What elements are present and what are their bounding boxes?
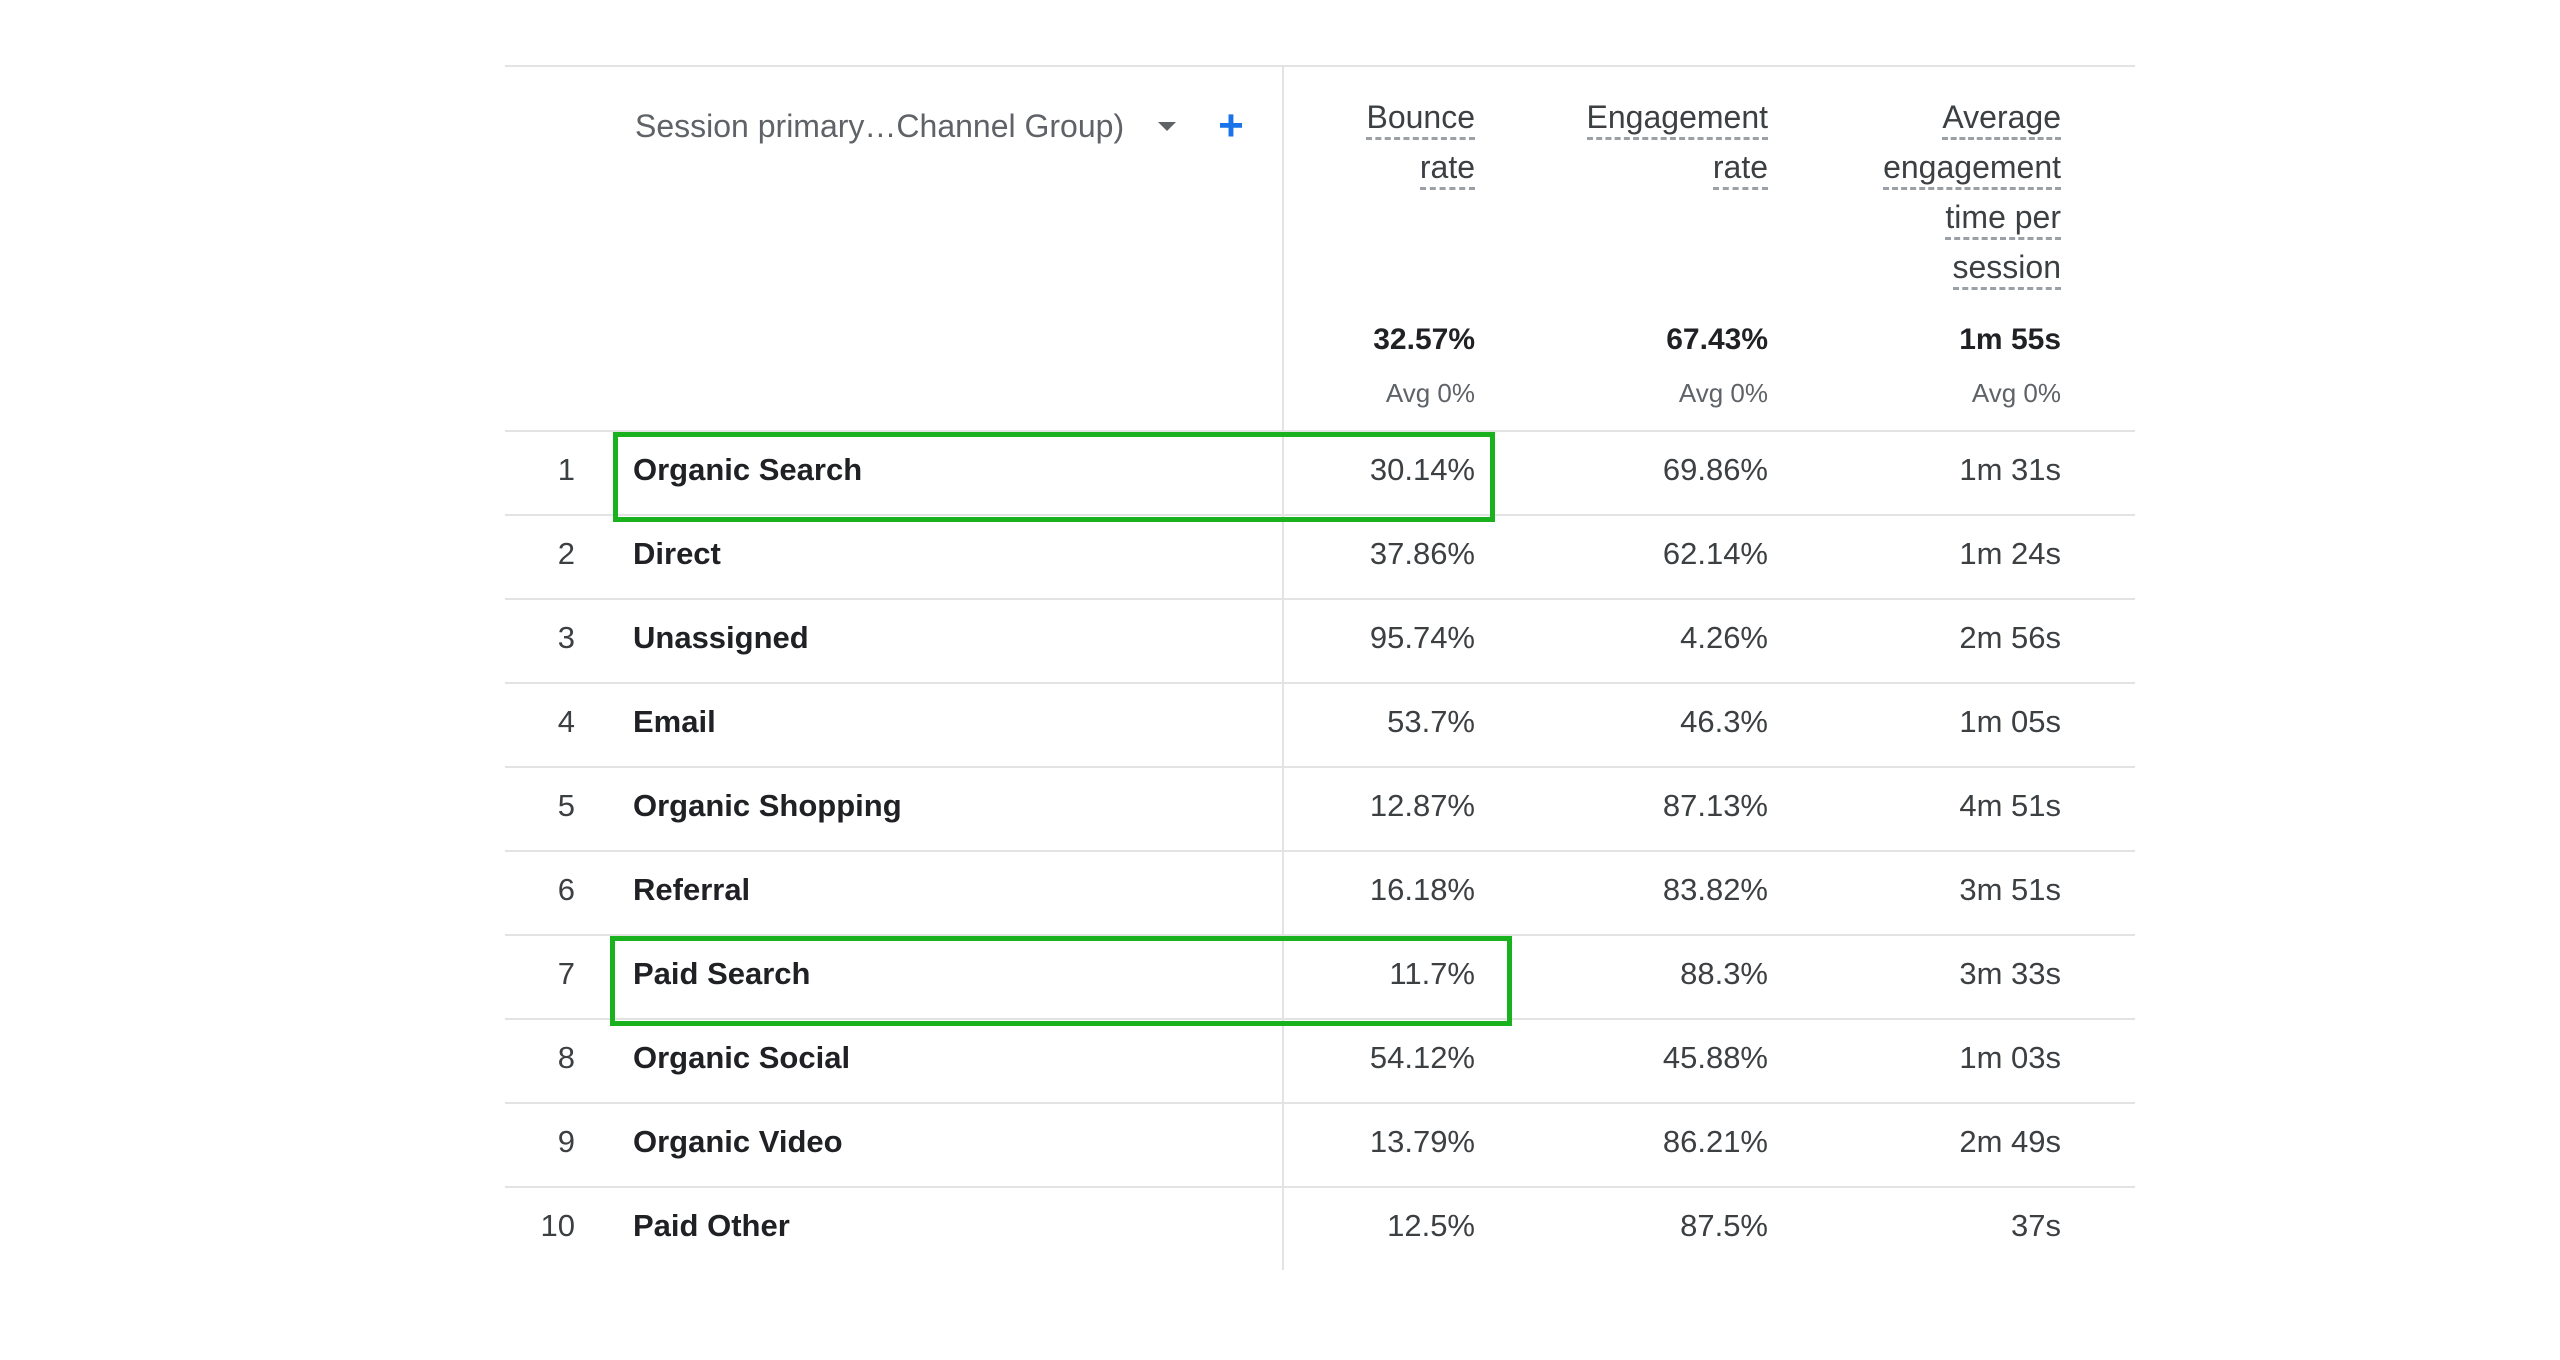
avg-time-cell: 37s	[2011, 1208, 2061, 1243]
avg-time-cell: 3m 33s	[1959, 956, 2061, 991]
avg-time-cell: 2m 56s	[1959, 620, 2061, 655]
bounce-rate-cell: 12.87%	[1369, 788, 1475, 823]
channel-name[interactable]: Organic Social	[633, 1040, 851, 1075]
row-index: 3	[557, 620, 575, 655]
engagement-rate-cell: 69.86%	[1662, 452, 1768, 487]
header-word: session	[1952, 247, 2061, 290]
header-word: Average	[1942, 97, 2061, 140]
row-index: 7	[557, 956, 575, 991]
channel-name[interactable]: Paid Other	[633, 1208, 790, 1243]
header-word: rate	[1712, 147, 1768, 190]
header-word: rate	[1419, 147, 1475, 190]
table-row[interactable]: 7 Paid Search 11.7% 88.3% 3m 33s	[505, 934, 2135, 1018]
bounce-rate-cell: 13.79%	[1369, 1124, 1475, 1159]
table-row[interactable]: 2 Direct 37.86% 62.14% 1m 24s	[505, 514, 2135, 598]
avg-engagement-time-header[interactable]: Average engagement time per session	[1761, 95, 2061, 295]
bounce-rate-cell: 53.7%	[1387, 704, 1475, 739]
engagement-rate-cell: 4.26%	[1680, 620, 1768, 655]
column-divider	[1282, 65, 1284, 1270]
bounce-rate-cell: 11.7%	[1389, 956, 1475, 991]
row-index: 2	[557, 536, 575, 571]
plus-icon[interactable]: +	[1218, 101, 1244, 150]
channel-name[interactable]: Referral	[633, 872, 751, 907]
table-row[interactable]: 5 Organic Shopping 12.87% 87.13% 4m 51s	[505, 766, 2135, 850]
engagement-rate-cell: 45.88%	[1662, 1040, 1768, 1075]
header-word: Bounce	[1366, 97, 1475, 140]
avg-time-cell: 1m 31s	[1959, 452, 2061, 487]
engagement-rate-cell: 87.5%	[1680, 1208, 1768, 1243]
avg-time-cell: 3m 51s	[1959, 872, 2061, 907]
table-top-divider	[505, 65, 2135, 67]
table-row[interactable]: 6 Referral 16.18% 83.82% 3m 51s	[505, 850, 2135, 934]
row-index: 9	[557, 1124, 575, 1159]
channel-name[interactable]: Organic Search	[633, 452, 863, 487]
row-index: 5	[557, 788, 575, 823]
row-index: 6	[557, 872, 575, 907]
bounce-rate-cell: 95.74%	[1369, 620, 1475, 655]
table-row[interactable]: 9 Organic Video 13.79% 86.21% 2m 49s	[505, 1102, 2135, 1186]
avg-time-cell: 4m 51s	[1959, 788, 2061, 823]
engagement-rate-cell: 83.82%	[1662, 872, 1768, 907]
table-row[interactable]: 1 Organic Search 30.14% 69.86% 1m 31s	[505, 430, 2135, 514]
engagement-rate-cell: 88.3%	[1680, 956, 1768, 991]
dimension-header: Session primary…Channel Group) +	[635, 101, 1244, 151]
bounce-rate-total: 32.57%	[1373, 323, 1475, 356]
engagement-rate-avg: Avg 0%	[1678, 378, 1768, 408]
bounce-rate-cell: 54.12%	[1369, 1040, 1475, 1075]
channel-name[interactable]: Paid Search	[633, 956, 811, 991]
chevron-down-icon[interactable]	[1158, 121, 1177, 131]
header-word: time per	[1945, 197, 2061, 240]
avg-time-cell: 1m 05s	[1959, 704, 2061, 739]
bounce-rate-cell: 30.14%	[1369, 452, 1475, 487]
channel-report-table: Session primary…Channel Group) + Bounce …	[505, 65, 2135, 1270]
bounce-rate-cell: 16.18%	[1369, 872, 1475, 907]
avg-time-avg: Avg 0%	[1971, 378, 2061, 408]
avg-time-cell: 1m 03s	[1959, 1040, 2061, 1075]
engagement-rate-header[interactable]: Engagement rate	[1518, 95, 1768, 195]
channel-name[interactable]: Unassigned	[633, 620, 809, 655]
engagement-rate-cell: 62.14%	[1662, 536, 1768, 571]
bounce-rate-cell: 12.5%	[1387, 1208, 1475, 1243]
table-row[interactable]: 10 Paid Other 12.5% 87.5% 37s	[505, 1186, 2135, 1270]
channel-name[interactable]: Direct	[633, 536, 721, 571]
table-row[interactable]: 8 Organic Social 54.12% 45.88% 1m 03s	[505, 1018, 2135, 1102]
engagement-rate-cell: 46.3%	[1680, 704, 1768, 739]
table-row[interactable]: 4 Email 53.7% 46.3% 1m 05s	[505, 682, 2135, 766]
row-index: 10	[540, 1208, 575, 1243]
table-body: 1 Organic Search 30.14% 69.86% 1m 31s 2 …	[505, 430, 2135, 1270]
engagement-rate-cell: 87.13%	[1662, 788, 1768, 823]
avg-time-cell: 2m 49s	[1959, 1124, 2061, 1159]
channel-name[interactable]: Organic Shopping	[633, 788, 902, 823]
avg-time-total: 1m 55s	[1959, 323, 2061, 356]
bounce-rate-cell: 37.86%	[1369, 536, 1475, 571]
channel-name[interactable]: Email	[633, 704, 716, 739]
table-row[interactable]: 3 Unassigned 95.74% 4.26% 2m 56s	[505, 598, 2135, 682]
row-index: 4	[557, 704, 575, 739]
engagement-rate-total: 67.43%	[1666, 323, 1768, 356]
header-word: engagement	[1883, 147, 2061, 190]
header-word: Engagement	[1586, 97, 1768, 140]
avg-time-cell: 1m 24s	[1959, 536, 2061, 571]
bounce-rate-header[interactable]: Bounce rate	[1275, 95, 1475, 195]
dimension-selector-label[interactable]: Session primary…Channel Group)	[635, 107, 1125, 144]
row-index: 1	[557, 452, 575, 487]
engagement-rate-cell: 86.21%	[1662, 1124, 1768, 1159]
channel-name[interactable]: Organic Video	[633, 1124, 843, 1159]
bounce-rate-avg: Avg 0%	[1385, 378, 1475, 408]
row-index: 8	[557, 1040, 575, 1075]
